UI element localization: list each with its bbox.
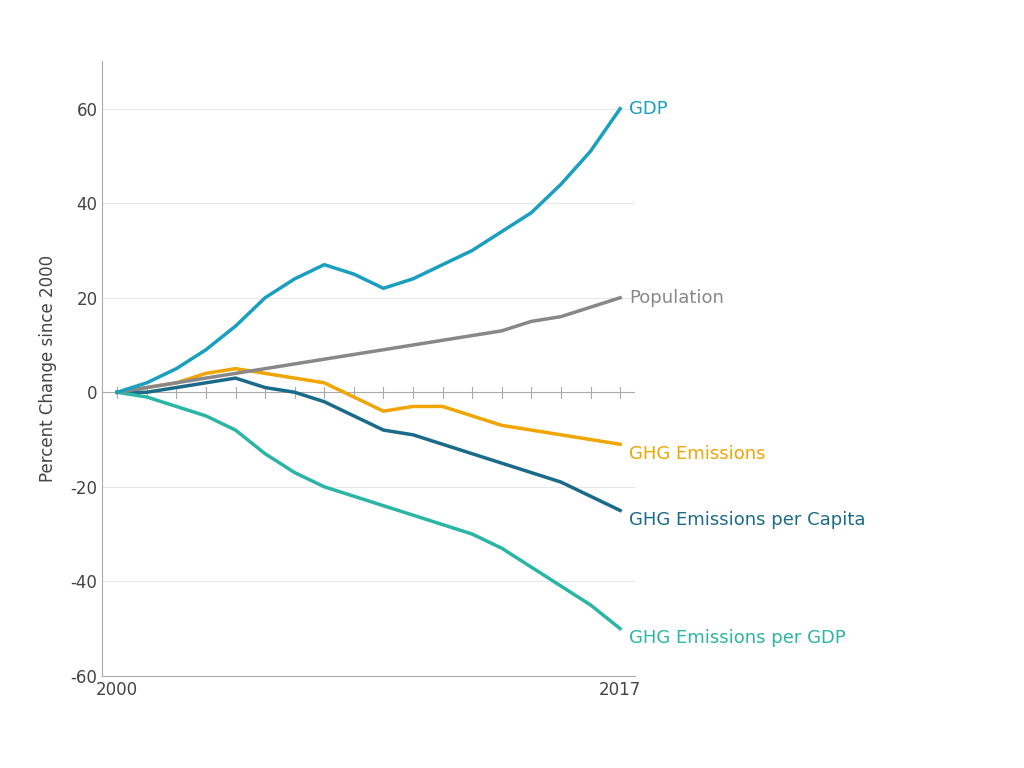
Text: GHG Emissions per Capita: GHG Emissions per Capita	[629, 511, 865, 529]
Y-axis label: Percent Change since 2000: Percent Change since 2000	[39, 255, 56, 482]
Text: GDP: GDP	[629, 100, 668, 118]
Text: GHG Emissions per GDP: GHG Emissions per GDP	[629, 629, 846, 647]
Text: GHG Emissions: GHG Emissions	[629, 445, 766, 462]
Text: Population: Population	[629, 289, 724, 306]
